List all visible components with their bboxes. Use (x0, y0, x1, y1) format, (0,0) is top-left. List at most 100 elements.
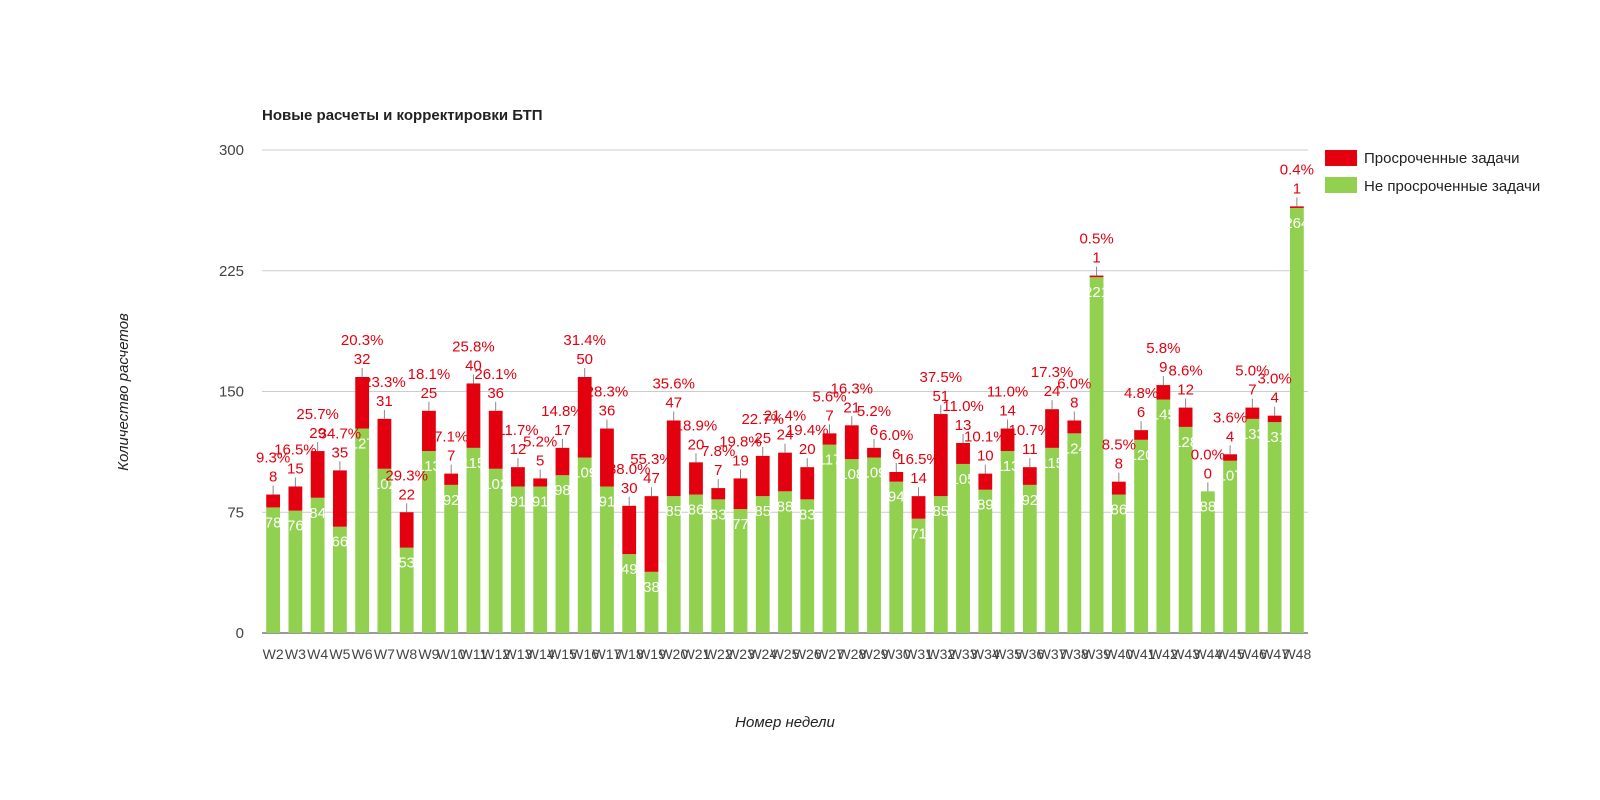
data-label-not-overdue: 53 (398, 555, 415, 572)
bar-overdue (1045, 409, 1059, 448)
data-label-percent: 8.6% (1168, 363, 1202, 380)
data-label-percent: 19.8% (719, 433, 762, 450)
x-tick-label: W19 (637, 646, 666, 662)
data-label-overdue: 40 (465, 357, 482, 374)
bar-not-overdue (822, 444, 837, 633)
data-label-percent: 16.5% (274, 441, 317, 458)
data-label-overdue: 50 (576, 351, 593, 368)
data-label-overdue: 17 (554, 422, 571, 439)
data-label-not-overdue: 131 (1262, 429, 1287, 446)
data-label-not-overdue: 109 (572, 465, 597, 482)
data-label-overdue: 32 (354, 351, 371, 368)
bar-overdue (822, 433, 837, 445)
x-tick-label: W29 (860, 646, 889, 662)
bar-overdue (399, 512, 414, 548)
bar-overdue (422, 410, 436, 452)
data-label-percent: 0.5% (1079, 231, 1113, 248)
x-tick-label: W9 (418, 646, 439, 662)
data-label-not-overdue: 113 (417, 458, 441, 475)
x-tick-label: W16 (570, 646, 599, 662)
bar-not-overdue (466, 447, 481, 633)
data-label-percent: 7.1% (434, 429, 468, 446)
bar-overdue (577, 377, 592, 458)
data-label-overdue: 29 (309, 425, 326, 442)
data-label-percent: 26.1% (474, 366, 517, 383)
legend-label-not-overdue: Не просроченные задачи (1364, 178, 1540, 195)
bar-not-overdue (444, 484, 459, 633)
bar-overdue (1134, 430, 1148, 440)
x-tick-label: W6 (352, 646, 373, 662)
bar-not-overdue (600, 486, 614, 633)
data-label-not-overdue: 117 (818, 452, 842, 469)
bar-not-overdue (1134, 439, 1148, 633)
data-label-percent: 11.7% (497, 422, 538, 439)
data-label-not-overdue: 66 (332, 534, 349, 551)
bar-not-overdue (689, 494, 703, 633)
data-label-percent: 34.7% (319, 425, 362, 442)
bar-not-overdue (666, 496, 681, 633)
data-label-percent: 20.3% (341, 332, 384, 349)
data-label-not-overdue: 113 (996, 458, 1020, 475)
data-label-percent: 38.0% (608, 461, 651, 478)
legend-label-overdue: Просроченные задачи (1364, 150, 1520, 167)
data-label-overdue: 47 (665, 394, 682, 411)
data-label-percent: 0.4% (1280, 161, 1314, 178)
data-label-not-overdue: 88 (777, 498, 794, 515)
data-label-not-overdue: 105 (951, 471, 976, 488)
x-tick-label: W46 (1238, 646, 1267, 662)
bar-not-overdue (399, 547, 414, 633)
bar-not-overdue (644, 571, 659, 633)
x-tick-label: W17 (593, 646, 622, 662)
data-label-not-overdue: 88 (1200, 498, 1217, 515)
data-label-overdue: 51 (932, 388, 949, 405)
x-tick-label: W3 (285, 646, 306, 662)
bar-overdue (332, 470, 347, 527)
data-label-not-overdue: 83 (799, 506, 816, 523)
data-label-not-overdue: 77 (732, 516, 749, 533)
x-tick-label: W35 (993, 646, 1022, 662)
data-label-percent: 22.7% (741, 411, 784, 428)
data-label-overdue: 25 (754, 430, 771, 447)
x-axis-title: Номер недели (735, 714, 835, 731)
bar-not-overdue (266, 507, 281, 633)
data-label-not-overdue: 108 (839, 466, 864, 483)
bar-not-overdue (488, 468, 503, 633)
x-axis-ticks: W2 W3 W4 W5 W6 W7 W8 W9W10W11W12W13W14W15W16W17… (263, 646, 1312, 662)
data-label-percent: 5.2% (857, 403, 891, 420)
data-label-percent: 0.0% (1191, 446, 1225, 463)
data-label-overdue: 20 (799, 441, 816, 458)
data-label-percent: 5.0% (1235, 363, 1269, 380)
x-tick-label: W12 (481, 646, 510, 662)
bar-not-overdue (288, 510, 303, 633)
bar-not-overdue (733, 509, 748, 633)
x-tick-label: W32 (926, 646, 955, 662)
bar-overdue (1178, 407, 1193, 427)
data-label-not-overdue: 85 (754, 503, 771, 520)
bar-not-overdue (377, 468, 392, 633)
data-label-not-overdue: 78 (265, 514, 282, 531)
y-axis-title: Количество расчетов (115, 313, 132, 471)
data-label-not-overdue: 264 (1284, 215, 1309, 232)
bar-overdue (466, 383, 481, 448)
x-tick-label: W13 (504, 646, 533, 662)
data-label-percent: 37.5% (920, 369, 963, 386)
x-tick-label: W26 (793, 646, 822, 662)
chart-title: Новые расчеты и корректировки БТП (262, 107, 543, 124)
x-tick-label: W22 (704, 646, 733, 662)
bar-overdue (1111, 481, 1126, 495)
bar-not-overdue (755, 496, 770, 633)
data-label-percent: 25.8% (452, 338, 495, 355)
x-tick-label: W41 (1127, 646, 1156, 662)
bar-overdue (889, 472, 904, 482)
data-label-not-overdue: 86 (688, 502, 705, 519)
bar-overdue (666, 420, 681, 497)
legend-swatch-not-overdue (1325, 177, 1357, 193)
data-label-overdue: 7 (714, 462, 722, 479)
bar-overdue (911, 496, 926, 519)
bar-not-overdue (511, 486, 525, 633)
data-label-percent: 10.7% (1009, 422, 1052, 439)
x-tick-label: W20 (659, 646, 688, 662)
bar-not-overdue (1200, 491, 1215, 633)
x-tick-label: W33 (949, 646, 978, 662)
data-label-overdue: 25 (421, 385, 438, 402)
